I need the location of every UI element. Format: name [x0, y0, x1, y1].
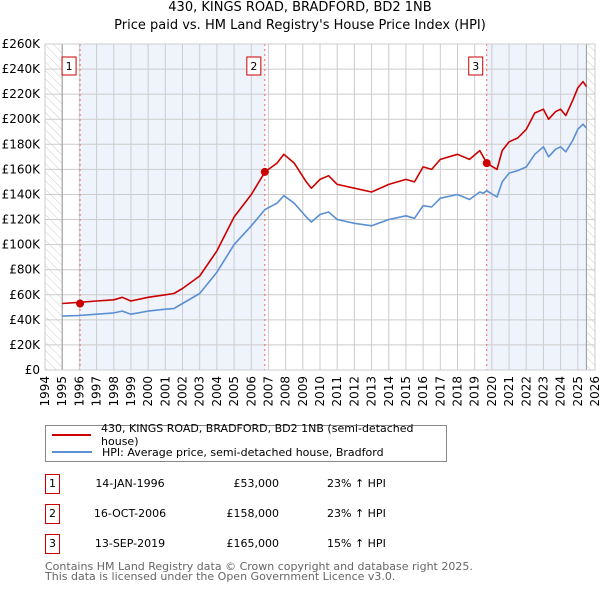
footer-licence: This data is licensed under the Open Gov…	[45, 570, 396, 583]
sale-point	[482, 159, 491, 168]
sale-label-box	[61, 56, 77, 76]
x-tick-label: 2020	[485, 376, 499, 407]
x-tick-label: 2008	[279, 376, 293, 407]
sale-date: 16-OCT-2006	[93, 507, 167, 520]
x-tick-label: 2004	[210, 376, 224, 407]
sale-hpi: 23% ↑ HPI	[327, 507, 386, 520]
x-tick-label: 1995	[55, 376, 69, 407]
sale-row: 1 14-JAN-1996 £53,000 23% ↑ HPI	[45, 474, 445, 494]
sale-price: £165,000	[226, 537, 280, 550]
chart-subtitle: Price paid vs. HM Land Registry's House …	[114, 18, 486, 33]
shaded-period	[486, 44, 587, 370]
y-tick-label: £80K	[9, 263, 41, 277]
shaded-period	[80, 44, 265, 370]
x-tick-label: 2010	[313, 376, 327, 407]
x-tick-label: 2025	[571, 376, 585, 407]
property-price-line	[62, 80, 588, 305]
sale-hpi: 23% ↑ HPI	[327, 477, 386, 490]
sale-date: 13-SEP-2019	[94, 537, 166, 550]
x-tick-label: 2021	[502, 376, 516, 407]
y-tick-label: £240K	[2, 62, 42, 76]
y-tick-label: £220K	[2, 87, 42, 101]
x-tick-label: 2022	[519, 376, 533, 407]
sale-point	[76, 299, 85, 308]
x-tick-label: 2005	[227, 376, 241, 407]
x-tick-label: 2011	[330, 376, 344, 407]
sale-label: 1	[66, 60, 73, 73]
y-tick-label: £120K	[2, 213, 42, 227]
y-tick-label: £160K	[2, 162, 42, 176]
sale-label-box	[246, 56, 262, 76]
y-tick-label: £60K	[9, 288, 41, 302]
x-tick-label: 1996	[72, 376, 86, 407]
x-tick-label: 1994	[38, 376, 52, 407]
chart-title: 430, KINGS ROAD, BRADFORD, BD2 1NB	[168, 0, 432, 15]
y-tick-label: £260K	[2, 37, 42, 51]
sale-row: 2 16-OCT-2006 £158,000 23% ↑ HPI	[45, 504, 445, 524]
legend-item-property: 430, KINGS ROAD, BRADFORD, BD2 1NB (semi…	[46, 422, 446, 448]
x-tick-label: 2024	[554, 376, 568, 407]
x-tick-label: 2019	[468, 376, 482, 407]
sale-date: 14-JAN-1996	[95, 477, 165, 490]
y-tick-label: £100K	[2, 238, 42, 252]
y-tick-label: £200K	[2, 112, 42, 126]
x-tick-label: 1998	[107, 376, 121, 407]
x-tick-label: 2015	[399, 376, 413, 407]
y-tick-label: £20K	[9, 338, 41, 352]
footer-copyright: Contains HM Land Registry data © Crown c…	[45, 560, 473, 573]
x-tick-label: 2001	[158, 376, 172, 407]
x-tick-label: 2006	[244, 376, 258, 407]
y-tick-label: £180K	[2, 137, 42, 151]
x-tick-label: 2003	[193, 376, 207, 407]
x-tick-label: 1997	[90, 376, 104, 407]
sale-number: 3	[45, 534, 60, 554]
x-tick-label: 2009	[296, 376, 310, 407]
legend-label-property: 430, KINGS ROAD, BRADFORD, BD2 1NB (semi…	[101, 422, 414, 448]
x-tick-label: 2002	[176, 376, 190, 407]
no-data-hatch	[45, 44, 63, 370]
x-tick-label: 2018	[451, 376, 465, 407]
legend-swatch-hpi	[52, 451, 92, 453]
x-tick-label: 2014	[382, 376, 396, 407]
y-tick-label: £0	[25, 363, 40, 377]
y-tick-label: £40K	[9, 313, 41, 327]
sale-label-box	[468, 56, 484, 76]
sale-price: £158,000	[226, 507, 280, 520]
sale-hpi: 15% ↑ HPI	[327, 537, 386, 550]
sale-row: 3 13-SEP-2019 £165,000 15% ↑ HPI	[45, 534, 445, 554]
x-tick-label: 2007	[261, 376, 275, 407]
x-tick-label: 2000	[141, 376, 155, 407]
sale-label: 2	[250, 60, 257, 73]
x-tick-label: 2016	[416, 376, 430, 407]
sale-label: 3	[472, 60, 479, 73]
no-data-hatch	[586, 44, 595, 370]
price-chart: 1994 1995 1996 1997 1998 1999 2000 2001 2002 2003…	[2, 37, 600, 407]
x-tick-label: 1999	[124, 376, 138, 407]
x-tick-label: 2013	[365, 376, 379, 407]
sale-price: £53,000	[233, 477, 280, 490]
sale-number: 2	[45, 504, 60, 524]
hpi-line	[62, 123, 587, 317]
x-tick-label: 2012	[347, 376, 361, 407]
x-tick-label: 2026	[588, 376, 600, 407]
y-tick-label: £140K	[2, 187, 42, 201]
legend-item-hpi: HPI: Average price, semi-detached house,…	[46, 444, 384, 460]
legend-label-hpi: HPI: Average price, semi-detached house,…	[102, 445, 384, 459]
legend-swatch-property	[52, 434, 92, 436]
x-tick-label: 2023	[536, 376, 550, 407]
plot-border	[44, 43, 596, 371]
legend: 430, KINGS ROAD, BRADFORD, BD2 1NB (semi…	[45, 422, 447, 462]
sale-number: 1	[45, 474, 60, 494]
sale-point	[260, 167, 269, 176]
x-tick-label: 2017	[433, 376, 447, 407]
